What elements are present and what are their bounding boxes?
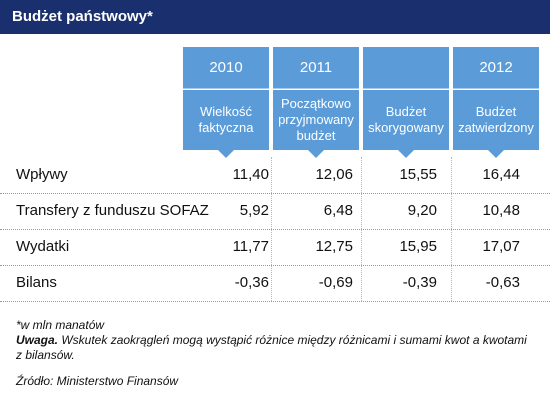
column-year: 2011 [273, 47, 359, 89]
table-cell: 11,77 [232, 238, 269, 255]
column-description: Początkowo przyjmowany budżet [273, 90, 359, 150]
row-label: Transfery z funduszu SOFAZ [16, 202, 209, 219]
column-header-3: 2012 Budżet zatwierdzony [453, 47, 539, 158]
column-year [363, 47, 449, 89]
column-year: 2010 [183, 47, 269, 89]
row-label: Bilans [16, 274, 57, 291]
page-title: Budżet państwowy* [0, 0, 550, 34]
table-cell: 17,07 [482, 238, 520, 255]
row-label: Wpływy [16, 166, 68, 183]
column-description: Wielkość faktyczna [183, 90, 269, 150]
table-cell: 6,48 [323, 202, 353, 219]
source-note: Źródło: Ministerstwo Finansów [16, 374, 179, 388]
row-divider [0, 193, 550, 194]
unit-note: *w mln manatów [16, 318, 105, 332]
column-header-0: 2010 Wielkość faktyczna [183, 47, 269, 158]
rounding-note-label: Uwaga. [16, 333, 59, 347]
header-pointer [398, 150, 414, 158]
table-row: Wydatki 11,77 12,75 15,95 17,07 [0, 229, 550, 265]
table-cell: -0,39 [402, 274, 437, 291]
table-row: Wpływy 11,40 12,06 15,55 16,44 [0, 157, 550, 193]
table-cell: 11,40 [232, 166, 269, 183]
table-cell: -0,63 [485, 274, 520, 291]
column-description: Budżet zatwierdzony [453, 90, 539, 150]
table-cell: 12,75 [315, 238, 353, 255]
table-cell: 10,48 [482, 202, 520, 219]
row-divider [0, 229, 550, 230]
row-label: Wydatki [16, 238, 70, 255]
table-cell: -0,36 [234, 274, 269, 291]
header-pointer [488, 150, 504, 158]
row-divider [0, 301, 550, 302]
table-row: Transfery z funduszu SOFAZ 5,92 6,48 9,2… [0, 193, 550, 229]
table-cell: 15,95 [399, 238, 437, 255]
rounding-note-text: Wskutek zaokrągleń mogą wystąpić różnice… [16, 333, 527, 362]
table-cell: 5,92 [239, 202, 269, 219]
column-year: 2012 [453, 47, 539, 89]
header-pointer [218, 150, 234, 158]
table-cell: 15,55 [399, 166, 437, 183]
table-cell: 12,06 [315, 166, 353, 183]
column-header-1: 2011 Początkowo przyjmowany budżet [273, 47, 359, 158]
table-row: Bilans -0,36 -0,69 -0,39 -0,63 [0, 265, 550, 301]
header-pointer [308, 150, 324, 158]
table-cell: 16,44 [482, 166, 520, 183]
row-divider [0, 265, 550, 266]
table-cell: 9,20 [407, 202, 437, 219]
footnotes: *w mln manatów Uwaga. Wskutek zaokrągleń… [16, 318, 536, 363]
column-description: Budżet skorygowany [363, 90, 449, 150]
column-header-2: Budżet skorygowany [363, 47, 449, 158]
rounding-note: Uwaga. Wskutek zaokrągleń mogą wystąpić … [16, 333, 536, 363]
table-cell: -0,69 [318, 274, 353, 291]
